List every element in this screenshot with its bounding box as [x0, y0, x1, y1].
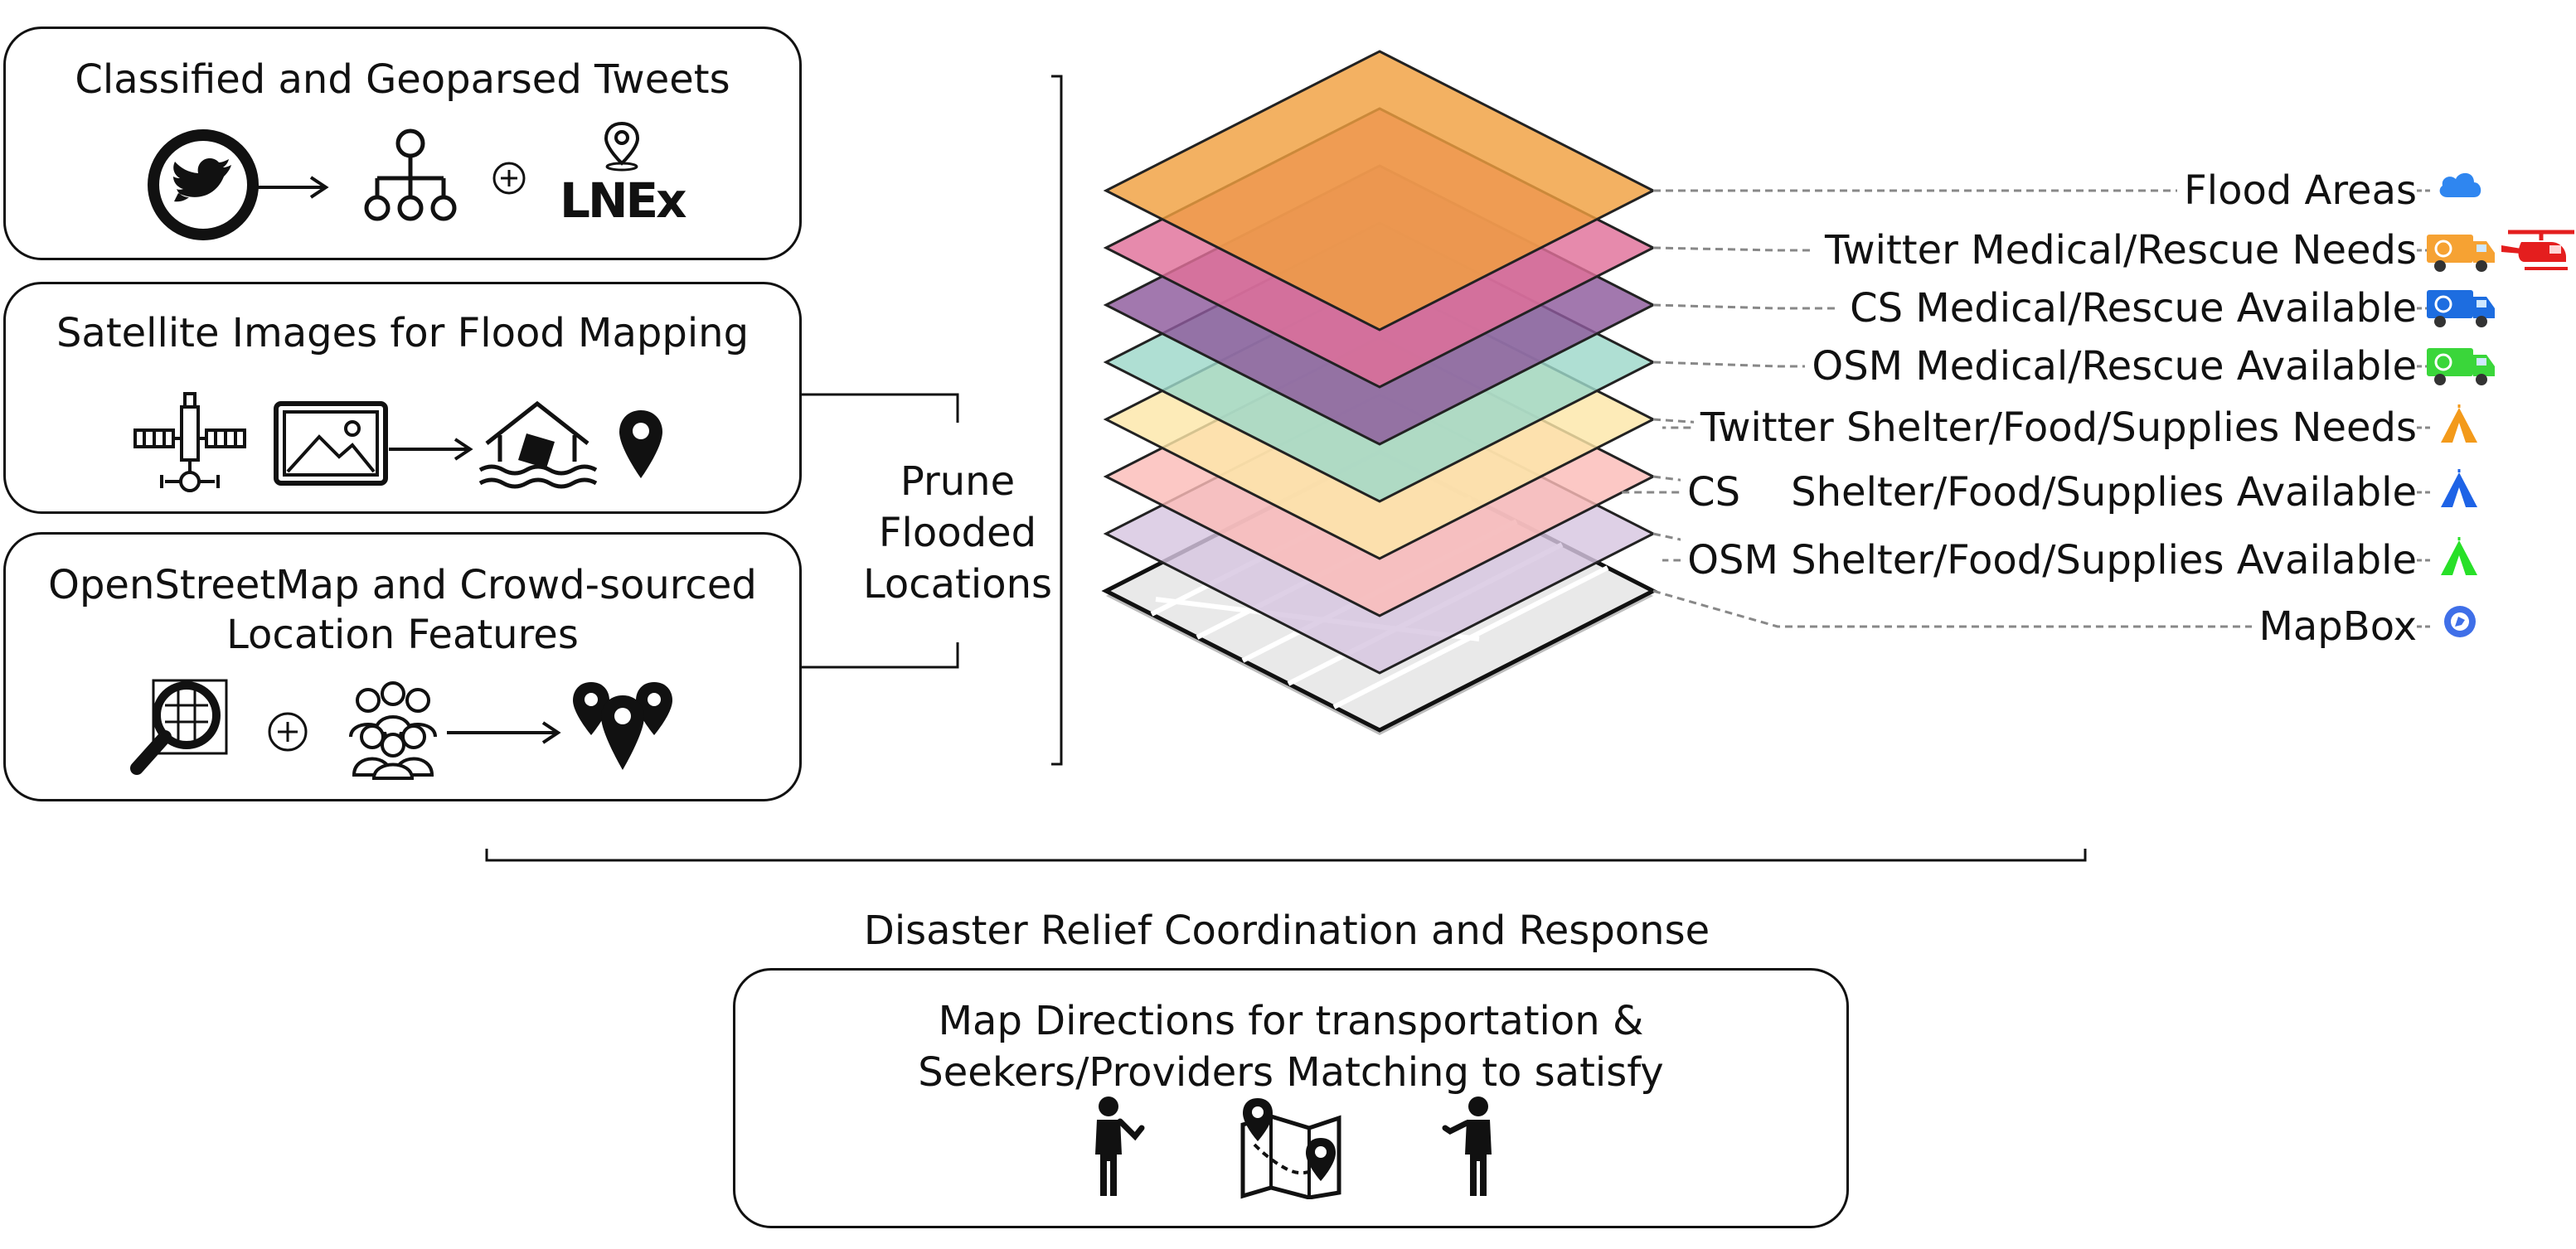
- person-provider-icon: [1442, 1097, 1492, 1196]
- crowd-icon: [349, 681, 437, 780]
- ambulance-blue-icon: [2425, 285, 2496, 328]
- arrow-right-icon: [389, 438, 473, 461]
- osm-source-title-line2: Location Features: [226, 612, 579, 658]
- satellite-source-title: Satellite Images for Flood Mapping: [56, 310, 750, 356]
- ambulance-green-icon: [2425, 343, 2496, 386]
- prune-label-line1: Prune: [900, 458, 1016, 505]
- satellite-icon: [133, 392, 246, 492]
- layer-label: Flood Areas: [2177, 166, 2417, 215]
- leader-line: [1652, 589, 2287, 628]
- lnex-logo: LNEx: [560, 120, 687, 253]
- ambulance-helicopter-icon: [2425, 227, 2576, 275]
- osm-source-title-line1: OpenStreetMap and Crowd-sourced: [48, 562, 757, 608]
- map-directions-icon: [1240, 1098, 1341, 1199]
- layer-label: Twitter Shelter/Food/Supplies Needs: [1693, 403, 2417, 453]
- cloud-icon: [2436, 167, 2484, 201]
- leader-line: [1652, 303, 1835, 310]
- tent-blue-icon: [2438, 469, 2481, 512]
- layer-stack: [1101, 50, 1658, 735]
- map-pin-icon: [619, 410, 662, 478]
- flooded-house-icon: [478, 400, 598, 489]
- response-bracket: [485, 849, 2087, 862]
- location-pin-icon: [604, 121, 640, 172]
- arrow-right-icon: [255, 176, 329, 199]
- plus-circle-icon: [492, 162, 526, 195]
- layer-label: Twitter Medical/Rescue Needs: [1818, 225, 2417, 275]
- layer-label: CS Medical/Rescue Available: [1843, 283, 2417, 333]
- satellite-source-box: Satellite Images for Flood Mapping: [3, 282, 802, 514]
- hierarchy-icon: [364, 128, 457, 221]
- leader-line: [1652, 246, 1813, 252]
- map-search-icon: [130, 679, 228, 775]
- tweets-source-title: Classified and Geoparsed Tweets: [75, 56, 730, 103]
- image-icon: [274, 401, 388, 486]
- arrow-right-icon: [447, 721, 561, 744]
- tweets-source-box: Classified and Geoparsed Tweets LNEx: [3, 27, 802, 260]
- layer-stack-bracket: [1051, 75, 1063, 766]
- layer-label: MapBox: [2252, 602, 2417, 651]
- twitter-icon: [148, 129, 259, 240]
- response-heading: Disaster Relief Coordination and Respons…: [863, 908, 1710, 954]
- plus-circle-icon: [268, 712, 308, 752]
- lnex-logo-text: LNEx: [560, 172, 687, 229]
- prune-label-line3: Locations: [862, 561, 1053, 608]
- layer-label: OSM Medical/Rescue Available: [1805, 341, 2417, 391]
- osm-source-box: OpenStreetMap and Crowd-sourced Location…: [3, 532, 802, 801]
- response-line1: Map Directions for transportation &: [938, 998, 1644, 1044]
- tent-orange-icon: [2438, 404, 2481, 448]
- leader-line: [1652, 361, 1813, 368]
- layer-plane: [1103, 50, 1657, 332]
- response-box: Map Directions for transportation & Seek…: [733, 968, 1849, 1228]
- multiple-pins-icon: [573, 682, 672, 770]
- source-bracket: [798, 393, 959, 669]
- mapbox-icon: [2442, 603, 2478, 640]
- layer-label: OSM Shelter/Food/Supplies Available: [1681, 535, 2417, 585]
- person-seeker-icon: [1095, 1097, 1145, 1196]
- response-line2: Seekers/Providers Matching to satisfy: [918, 1049, 1664, 1096]
- prune-label-line2: Flooded: [878, 510, 1037, 556]
- tent-green-icon: [2438, 537, 2481, 580]
- layer-label: CS Shelter/Food/Supplies Available: [1681, 467, 2417, 517]
